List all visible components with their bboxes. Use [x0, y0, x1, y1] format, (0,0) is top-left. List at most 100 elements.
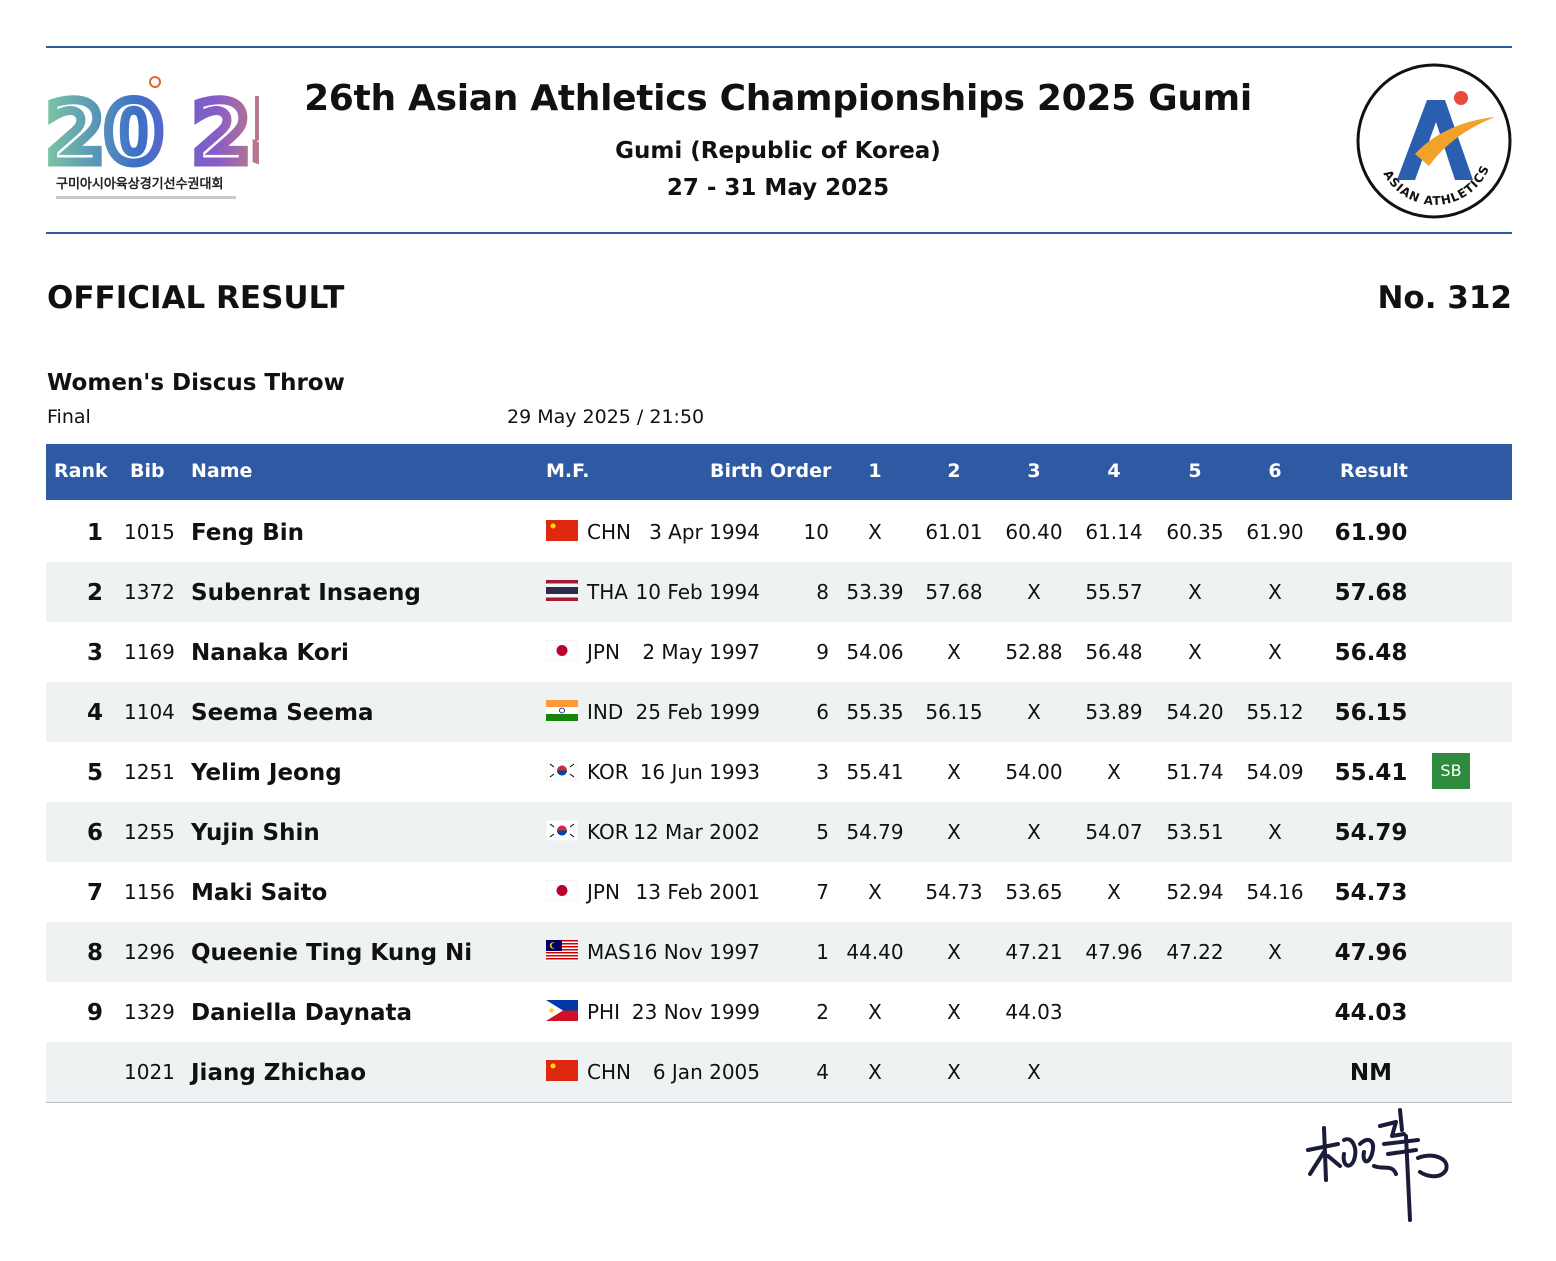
row-athlete-name: Yelim Jeong: [191, 760, 342, 786]
event-name: Women's Discus Throw: [47, 370, 345, 396]
row-rank: 8: [86, 940, 103, 966]
row-attempt-3: 60.40: [1005, 520, 1063, 544]
table-row: 9 1329 Daniella Daynata PHI 23 Nov 1999 2 X X 44…: [46, 982, 1512, 1042]
row-result: 47.96: [1334, 940, 1408, 966]
row-result: 55.41: [1334, 760, 1408, 786]
row-birth-date: 12 Mar 2002: [633, 820, 760, 844]
row-athlete-name: Feng Bin: [191, 520, 305, 546]
row-attempt-1: X: [868, 880, 882, 904]
col-attempt-3: 3: [1027, 460, 1041, 482]
col-attempt-2: 2: [947, 460, 961, 482]
signature: [1306, 1108, 1449, 1222]
row-bib: 1372: [124, 580, 175, 604]
row-nationality: JPN: [587, 640, 620, 664]
col-result: Result: [1340, 460, 1408, 482]
row-attempt-4: 47.96: [1085, 940, 1143, 964]
row-bib: 1156: [124, 880, 175, 904]
india-flag: [546, 700, 578, 721]
row-attempt-5: 47.22: [1166, 940, 1224, 964]
header-top-rule: [46, 46, 1512, 48]
row-attempt-2: X: [947, 820, 961, 844]
row-birth-date: 16 Jun 1993: [639, 760, 760, 784]
row-attempt-2: 57.68: [925, 580, 983, 604]
row-attempt-5: X: [1188, 640, 1202, 664]
row-result: 54.73: [1334, 880, 1408, 906]
col-rank: Rank: [54, 460, 108, 482]
row-order: 10: [803, 520, 829, 544]
col-birth: Birth: [710, 460, 763, 482]
results-table-header: Rank Bib Name M.F. Birth Order 1 2 3 4 5…: [46, 444, 1512, 500]
row-attempt-4: 61.14: [1085, 520, 1143, 544]
page-title: 26th Asian Athletics Championships 2025 …: [304, 78, 1252, 119]
row-attempt-1: X: [868, 1060, 882, 1084]
row-nationality: MAS: [587, 940, 631, 964]
row-bib: 1169: [124, 640, 175, 664]
row-attempt-6: X: [1268, 640, 1282, 664]
col-name: Name: [191, 460, 253, 482]
row-nationality: KOR: [587, 760, 629, 784]
row-bib: 1255: [124, 820, 175, 844]
row-attempt-6: 54.09: [1246, 760, 1304, 784]
row-rank: 9: [86, 1000, 103, 1026]
row-attempt-2: 56.15: [925, 700, 983, 724]
row-attempt-4: 56.48: [1085, 640, 1143, 664]
row-attempt-1: 55.41: [846, 760, 904, 784]
row-bib: 1296: [124, 940, 175, 964]
row-attempt-3: 52.88: [1005, 640, 1063, 664]
table-row: 3 1169 Nanaka Kori JPN 2 May 1997 9 54.06 X 52.8…: [46, 622, 1512, 682]
table-row: 2 1372 Subenrat Insaeng THA 10 Feb 1994 8 53.3…: [46, 562, 1512, 622]
col-order: Order: [770, 460, 832, 482]
row-birth-date: 2 May 1997: [642, 640, 760, 664]
row-order: 8: [816, 580, 829, 604]
row-rank: 4: [86, 700, 103, 726]
row-attempt-5: 53.51: [1166, 820, 1224, 844]
event-datetime: 29 May 2025 / 21:50: [507, 406, 705, 428]
row-bib: 1251: [124, 760, 175, 784]
row-result: NM: [1349, 1060, 1393, 1086]
row-nationality: CHN: [587, 520, 631, 544]
row-result: 61.90: [1334, 520, 1408, 546]
row-birth-date: 16 Nov 1997: [631, 940, 760, 964]
row-attempt-1: X: [868, 520, 882, 544]
row-attempt-6: X: [1268, 820, 1282, 844]
row-rank: 2: [86, 580, 103, 606]
table-row: 7 1156 Maki Saito JPN 13 Feb 2001 7 X 54.73 53.6…: [46, 862, 1512, 922]
korea-flag: [545, 759, 579, 782]
row-order: 7: [816, 880, 829, 904]
row-attempt-5: 51.74: [1166, 760, 1224, 784]
row-bib: 1015: [124, 520, 175, 544]
row-attempt-2: X: [947, 1000, 961, 1024]
row-order: 2: [816, 1000, 829, 1024]
row-nationality: THA: [587, 580, 628, 604]
row-rank: 6: [86, 820, 103, 846]
row-attempt-4: X: [1107, 880, 1121, 904]
row-result: 54.79: [1334, 820, 1408, 846]
row-attempt-5: 54.20: [1166, 700, 1224, 724]
table-row: 1 1015 Feng Bin CHN 3 Apr 1994 10 X 61.01 60.40 6…: [46, 502, 1512, 562]
row-bib: 1021: [124, 1060, 175, 1084]
row-birth-date: 25 Feb 1999: [635, 700, 760, 724]
row-attempt-3: 44.03: [1005, 1000, 1063, 1024]
table-row: 5 1251 Yelim Jeong KOR 16 Jun 1993 3 55.41 X 54.…: [46, 742, 1512, 802]
row-rank: 3: [86, 640, 103, 666]
row-attempt-3: X: [1027, 700, 1041, 724]
row-attempt-1: 53.39: [846, 580, 904, 604]
row-result: 57.68: [1334, 580, 1408, 606]
row-order: 3: [816, 760, 829, 784]
row-attempt-5: 60.35: [1166, 520, 1224, 544]
row-nationality: CHN: [587, 1060, 631, 1084]
row-athlete-name: Nanaka Kori: [191, 640, 349, 666]
row-attempt-2: X: [947, 640, 961, 664]
row-birth-date: 3 Apr 1994: [649, 520, 760, 544]
row-attempt-6: X: [1268, 580, 1282, 604]
championship-logo: 20 25 구미아시아육상경기선수권대회: [44, 76, 259, 199]
row-birth-date: 23 Nov 1999: [631, 1000, 760, 1024]
row-attempt-6: 54.16: [1246, 880, 1304, 904]
table-row: 8 1296 Queenie Ting Kung Ni MAS 16 Nov 1997 1…: [46, 922, 1512, 982]
row-order: 5: [816, 820, 829, 844]
row-attempt-3: 54.00: [1005, 760, 1063, 784]
row-attempt-3: X: [1027, 1060, 1041, 1084]
japan-flag: [545, 879, 579, 902]
document-status: OFFICIAL RESULT: [47, 280, 345, 316]
row-order: 9: [816, 640, 829, 664]
